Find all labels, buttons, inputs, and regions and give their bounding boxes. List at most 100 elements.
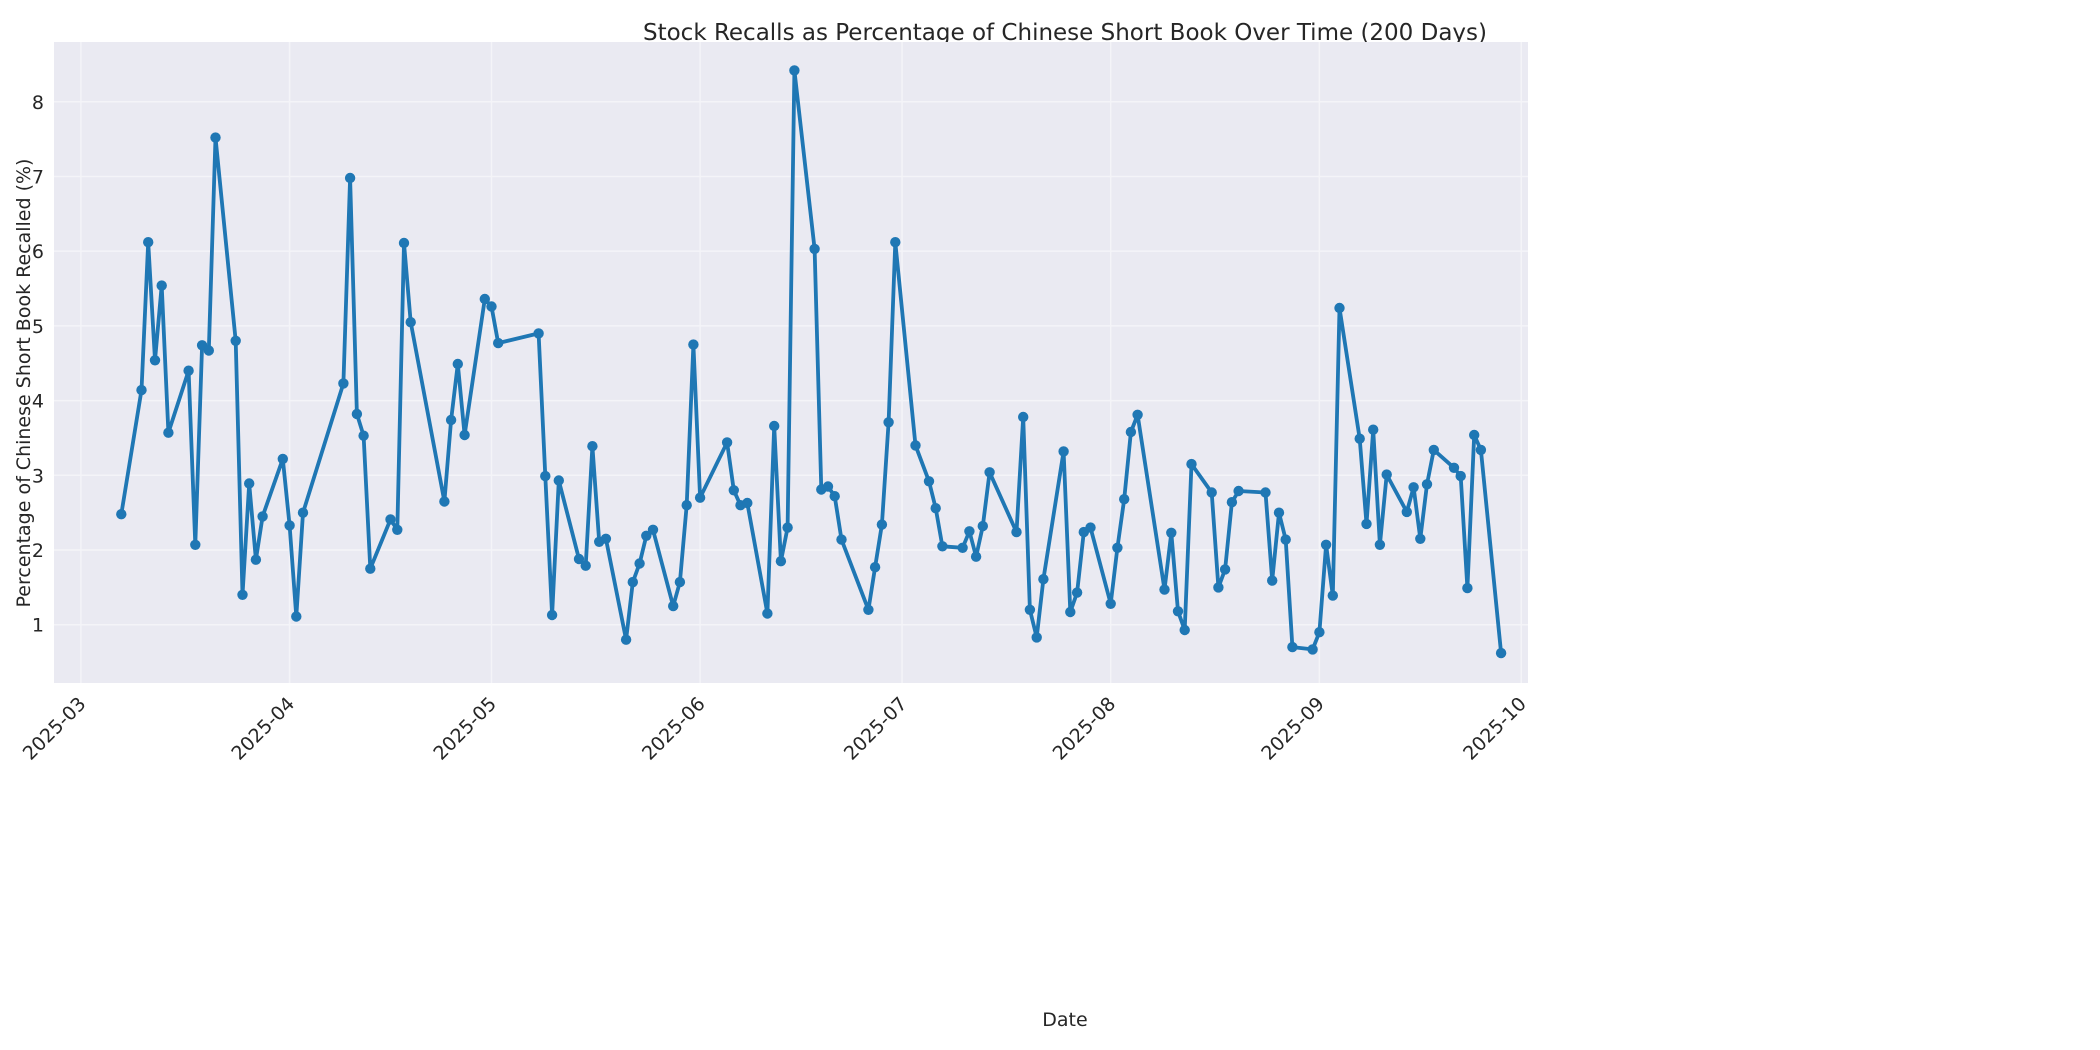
data-point: [1260, 487, 1271, 498]
data-point: [116, 509, 127, 520]
data-point: [1058, 446, 1069, 457]
data-point: [1267, 575, 1278, 586]
data-point: [405, 317, 416, 328]
data-point: [1031, 632, 1042, 643]
y-tick-label: 4: [32, 391, 44, 413]
data-point: [1219, 564, 1231, 575]
data-point: [1307, 644, 1318, 655]
data-point: [540, 470, 551, 482]
data-point: [1381, 469, 1392, 480]
data-point: [452, 358, 463, 370]
data-point: [822, 481, 834, 492]
data-point: [1011, 526, 1022, 538]
data-point: [627, 576, 638, 588]
data-point: [1125, 426, 1137, 438]
y-tick-label: 5: [32, 316, 44, 338]
data-point: [1085, 522, 1096, 533]
data-point: [1287, 641, 1298, 653]
data-point: [338, 378, 349, 389]
data-point: [930, 503, 941, 514]
data-series: [116, 65, 1507, 659]
data-point: [1179, 624, 1190, 636]
data-point: [769, 420, 780, 432]
data-point: [937, 541, 948, 552]
data-point: [1415, 533, 1426, 544]
x-tick-label: 2025-09: [1257, 693, 1329, 765]
data-point: [344, 172, 356, 184]
chart-title: Stock Recalls as Percentage of Chinese S…: [642, 20, 1487, 46]
x-tick-label: 2025-05: [429, 693, 501, 765]
data-point: [1065, 606, 1076, 618]
data-point: [836, 534, 847, 545]
data-point: [1206, 487, 1217, 498]
data-point: [1361, 518, 1372, 530]
data-point: [1314, 627, 1325, 638]
data-point: [1368, 424, 1379, 435]
data-point: [1408, 482, 1419, 493]
data-point: [203, 345, 214, 356]
data-point: [1233, 485, 1244, 497]
data-point: [385, 514, 396, 525]
y-tick-label: 3: [32, 465, 44, 487]
data-point: [587, 441, 598, 452]
data-point: [257, 511, 268, 522]
data-point: [829, 491, 840, 502]
data-point: [1327, 590, 1339, 601]
data-point: [493, 337, 504, 349]
data-point: [1132, 409, 1143, 420]
data-point: [970, 551, 982, 562]
data-point: [782, 522, 793, 533]
data-point: [984, 467, 995, 478]
data-point: [351, 408, 363, 420]
data-point: [136, 384, 147, 396]
data-point: [277, 453, 288, 465]
data-point: [486, 301, 497, 312]
data-point: [694, 492, 706, 503]
data-point: [1112, 542, 1123, 553]
data-point: [1119, 494, 1130, 505]
data-point: [183, 365, 194, 376]
data-point: [244, 478, 255, 489]
x-tick-label: 2025-10: [1459, 693, 1531, 765]
data-point: [1495, 647, 1507, 659]
data-point: [1374, 539, 1386, 550]
data-point: [143, 237, 154, 248]
x-axis-ticks: 2025-03 2025-04 2025-05 2025-06 2025-07 2025-…: [19, 693, 1531, 765]
data-point: [439, 496, 450, 507]
data-point: [1172, 606, 1184, 617]
x-tick-label: 2025-06: [638, 693, 710, 765]
data-point: [910, 440, 921, 451]
data-point: [479, 293, 490, 305]
x-axis-label: Date: [1042, 1009, 1087, 1031]
data-point: [1448, 462, 1460, 473]
x-tick-label: 2025-08: [1049, 693, 1121, 765]
data-point: [365, 563, 376, 574]
data-point: [573, 553, 585, 565]
data-point: [1428, 444, 1440, 456]
data-point: [149, 355, 161, 366]
data-point: [869, 562, 881, 573]
data-point: [1334, 302, 1345, 314]
data-point: [580, 560, 591, 571]
data-point: [742, 497, 753, 509]
data-point: [1166, 527, 1177, 538]
data-point: [1320, 539, 1332, 550]
data-point: [1018, 411, 1029, 423]
data-point: [600, 533, 612, 544]
data-point: [1105, 598, 1116, 609]
data-point: [459, 429, 470, 441]
data-point: [1462, 582, 1473, 594]
x-tick-label: 2025-07: [840, 693, 912, 765]
data-point: [647, 524, 659, 535]
y-tick-label: 2: [32, 540, 44, 562]
y-tick-label: 6: [32, 241, 44, 263]
data-point: [1475, 444, 1487, 456]
x-tick-label: 2025-04: [227, 693, 299, 765]
data-point: [762, 608, 773, 619]
data-point: [358, 430, 369, 441]
data-point: [634, 558, 645, 569]
data-point: [789, 65, 800, 76]
data-point: [190, 539, 201, 550]
data-point: [883, 417, 894, 428]
data-point: [1280, 534, 1291, 545]
